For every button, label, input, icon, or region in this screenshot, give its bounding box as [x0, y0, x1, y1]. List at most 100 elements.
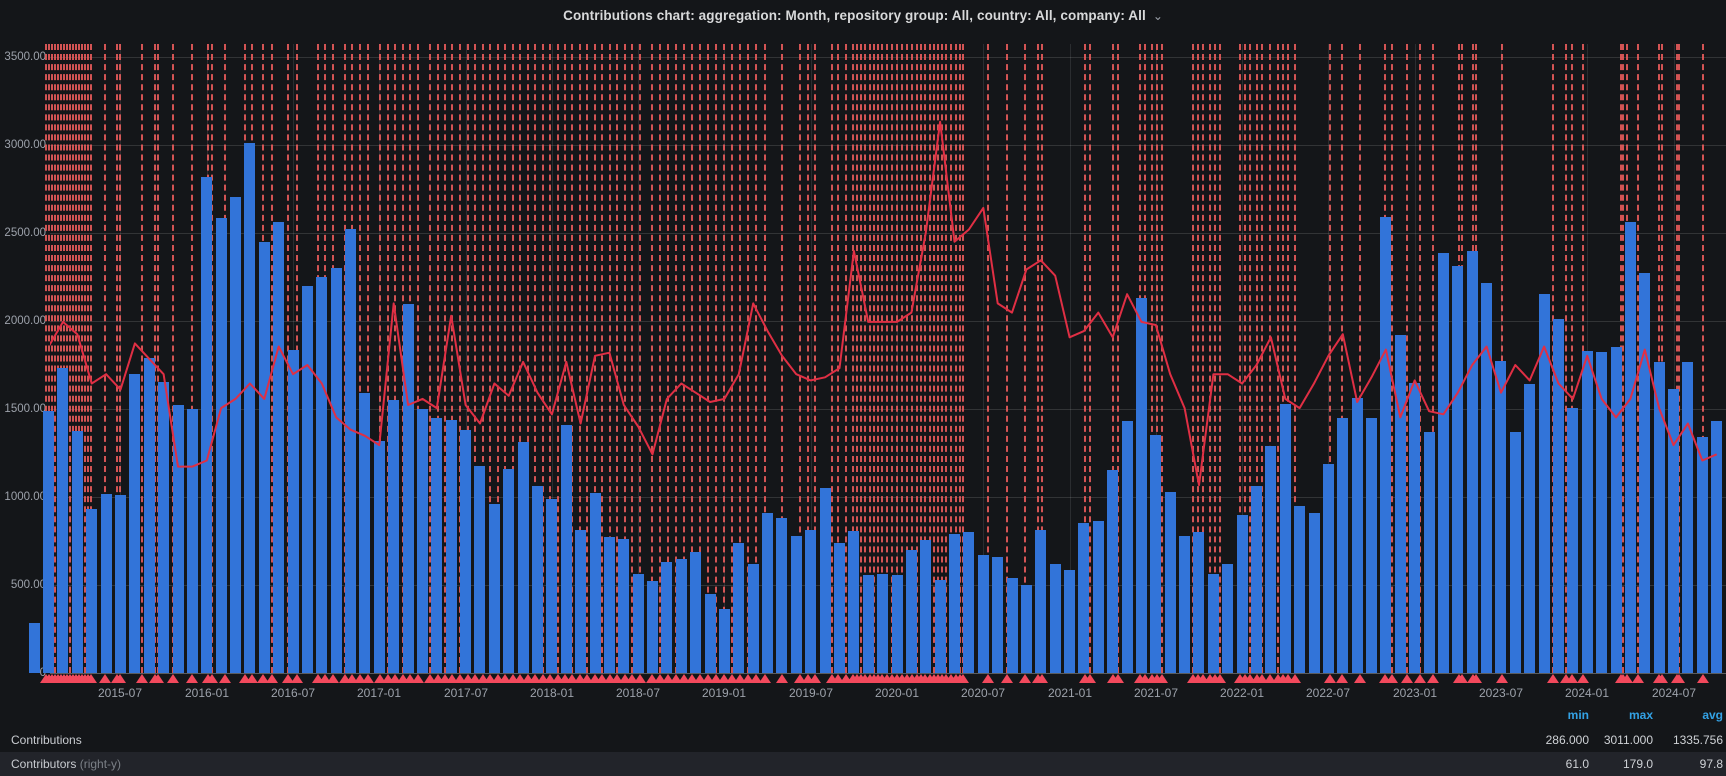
- annotation-marker[interactable]: [678, 674, 690, 683]
- annotation-marker[interactable]: [626, 674, 638, 683]
- annotation-marker[interactable]: [734, 674, 746, 683]
- annotation-marker[interactable]: [654, 674, 666, 683]
- annotation-marker[interactable]: [1386, 674, 1398, 683]
- annotation-marker[interactable]: [686, 674, 698, 683]
- annotation-marker[interactable]: [552, 674, 564, 683]
- annotation-marker[interactable]: [389, 674, 401, 683]
- annotation-marker[interactable]: [662, 674, 674, 683]
- annotation-marker[interactable]: [362, 674, 374, 683]
- annotation-marker[interactable]: [354, 674, 366, 683]
- annotation-marker[interactable]: [219, 674, 231, 683]
- annotation-marker[interactable]: [257, 674, 269, 683]
- panel-title[interactable]: Contributions chart: aggregation: Month,…: [0, 0, 1726, 30]
- legend-row-contributions[interactable]: Contributions 286.000 3011.000 1335.756: [0, 728, 1726, 752]
- annotation-marker[interactable]: [1697, 674, 1709, 683]
- annotation-marker[interactable]: [1401, 674, 1413, 683]
- annotation-marker[interactable]: [1244, 674, 1256, 683]
- series-label[interactable]: Contributions: [11, 733, 82, 747]
- annotation-marker[interactable]: [619, 674, 631, 683]
- annotation-marker[interactable]: [1336, 674, 1348, 683]
- annotation-marker[interactable]: [529, 674, 541, 683]
- annotation-marker[interactable]: [1264, 674, 1276, 683]
- annotation-marker[interactable]: [544, 674, 556, 683]
- legend-header-min[interactable]: min: [1567, 708, 1589, 722]
- annotation-marker[interactable]: [840, 674, 852, 683]
- annotation-marker[interactable]: [374, 674, 386, 683]
- series-label[interactable]: Contributors (right-y): [11, 757, 122, 771]
- annotation-marker[interactable]: [1470, 674, 1482, 683]
- annotation-marker[interactable]: [759, 674, 771, 683]
- annotation-marker[interactable]: [1139, 674, 1151, 683]
- annotation-marker[interactable]: [499, 674, 511, 683]
- annotation-marker[interactable]: [339, 674, 351, 683]
- annotation-marker[interactable]: [726, 674, 738, 683]
- annotation-marker[interactable]: [424, 674, 436, 683]
- annotation-marker[interactable]: [589, 674, 601, 683]
- annotation-marker[interactable]: [566, 674, 578, 683]
- annotation-marker[interactable]: [282, 674, 294, 683]
- annotation-marker[interactable]: [186, 674, 198, 683]
- annotation-marker[interactable]: [982, 674, 994, 683]
- annotation-marker[interactable]: [167, 674, 179, 683]
- annotation-marker[interactable]: [266, 674, 278, 683]
- annotation-marker[interactable]: [802, 674, 814, 683]
- legend-header-avg[interactable]: avg: [1702, 708, 1723, 722]
- annotation-marker[interactable]: [1414, 674, 1426, 683]
- annotation-marker[interactable]: [1001, 674, 1013, 683]
- annotation-marker[interactable]: [454, 674, 466, 683]
- annotation-marker[interactable]: [1214, 674, 1226, 683]
- annotation-marker[interactable]: [514, 674, 526, 683]
- annotation-marker[interactable]: [239, 674, 251, 683]
- annotation-marker[interactable]: [291, 674, 303, 683]
- annotation-marker[interactable]: [1547, 674, 1559, 683]
- annotation-marker[interactable]: [397, 674, 409, 683]
- annotation-marker[interactable]: [809, 674, 821, 683]
- annotation-marker[interactable]: [522, 674, 534, 683]
- annotation-marker[interactable]: [114, 674, 126, 683]
- annotation-marker[interactable]: [439, 674, 451, 683]
- annotation-marker[interactable]: [462, 674, 474, 683]
- annotation-marker[interactable]: [404, 674, 416, 683]
- annotation-marker[interactable]: [694, 674, 706, 683]
- annotation-marker[interactable]: [246, 674, 258, 683]
- annotation-marker[interactable]: [1379, 674, 1391, 683]
- annotation-marker[interactable]: [776, 674, 788, 683]
- annotation-marker[interactable]: [432, 674, 444, 683]
- annotation-marker[interactable]: [670, 674, 682, 683]
- annotation-marker[interactable]: [1427, 674, 1439, 683]
- annotation-marker[interactable]: [507, 674, 519, 683]
- legend-row-contributors[interactable]: Contributors (right-y) 61.0 179.0 97.8: [0, 752, 1726, 776]
- annotation-marker[interactable]: [99, 674, 111, 683]
- annotation-marker[interactable]: [1036, 674, 1048, 683]
- annotation-marker[interactable]: [1656, 674, 1668, 683]
- annotation-marker[interactable]: [794, 674, 806, 683]
- annotation-marker[interactable]: [750, 674, 762, 683]
- annotation-marker[interactable]: [611, 674, 623, 683]
- annotation-marker[interactable]: [1566, 674, 1578, 683]
- annotation-marker[interactable]: [477, 674, 489, 683]
- annotation-marker[interactable]: [1256, 674, 1268, 683]
- annotation-marker[interactable]: [1112, 674, 1124, 683]
- annotation-marker[interactable]: [1197, 674, 1209, 683]
- annotation-marker[interactable]: [604, 674, 616, 683]
- annotation-marker[interactable]: [85, 674, 97, 683]
- annotation-marker[interactable]: [446, 674, 458, 683]
- annotation-marker[interactable]: [646, 674, 658, 683]
- annotation-marker[interactable]: [1456, 674, 1468, 683]
- annotation-marker[interactable]: [581, 674, 593, 683]
- annotation-marker[interactable]: [1577, 674, 1589, 683]
- annotation-marker[interactable]: [312, 674, 324, 683]
- annotation-marker[interactable]: [1354, 674, 1366, 683]
- annotation-marker[interactable]: [152, 674, 164, 683]
- annotation-marker[interactable]: [1084, 674, 1096, 683]
- annotation-marker[interactable]: [718, 674, 730, 683]
- annotation-marker[interactable]: [1621, 674, 1633, 683]
- annotation-marker[interactable]: [634, 674, 646, 683]
- annotation-marker[interactable]: [492, 674, 504, 683]
- annotation-marker[interactable]: [1282, 674, 1294, 683]
- annotation-marker[interactable]: [596, 674, 608, 683]
- annotation-marker[interactable]: [484, 674, 496, 683]
- annotation-marker[interactable]: [327, 674, 339, 683]
- annotation-marker[interactable]: [469, 674, 481, 683]
- annotation-marker[interactable]: [710, 674, 722, 683]
